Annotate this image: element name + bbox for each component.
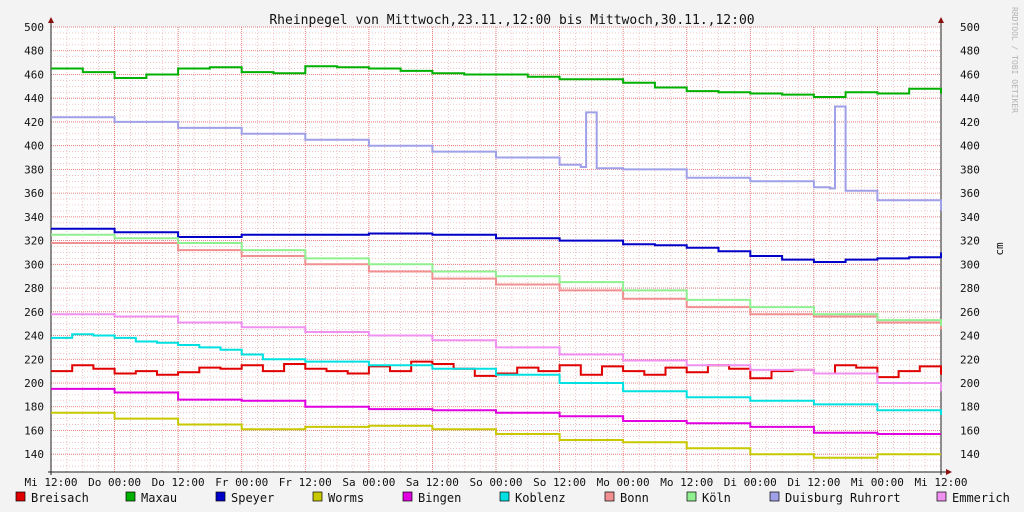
y-tick-label-left: 460 (24, 68, 44, 81)
legend-swatch-2 (215, 491, 226, 502)
y-tick-label-right: 500 (960, 21, 980, 34)
legend-label-8: Duisburg Ruhrort (785, 491, 901, 505)
y-tick-label-right: 220 (960, 353, 980, 366)
series-line-2 (51, 227, 942, 263)
y-axis-label: cm (993, 242, 1006, 256)
x-tick-label: Mi 12:00 (25, 476, 78, 489)
x-tick-label: So 12:00 (533, 476, 586, 489)
y-tick-label-left: 440 (24, 92, 44, 105)
y-tick-label-left: 500 (24, 21, 44, 34)
series-line-7 (51, 233, 942, 326)
y-tick-label-right: 440 (960, 92, 980, 105)
y-tick-label-left: 260 (24, 306, 44, 319)
y-tick-label-right: 260 (960, 306, 980, 319)
y-tick-label-left: 320 (24, 235, 44, 248)
y-tick-label-left: 240 (24, 330, 44, 343)
series-line-9 (51, 313, 942, 392)
y-tick-label-right: 180 (960, 401, 980, 414)
series-line-3 (51, 411, 941, 459)
chart-title: Rheinpegel von Mittwoch,23.11.,12:00 bis… (269, 13, 754, 28)
series-line-8 (51, 105, 942, 211)
legend-label-3: Worms (328, 491, 364, 505)
y-tick-label-left: 400 (24, 140, 44, 153)
y-tick-label-left: 380 (24, 163, 44, 176)
y-tick-label-right: 140 (960, 448, 980, 461)
series-line-1 (51, 65, 942, 98)
y-tick-label-right: 400 (960, 140, 980, 153)
x-tick-label: Mo 12:00 (660, 476, 713, 489)
y-tick-label-left: 280 (24, 282, 44, 295)
x-tick-label: Sa 12:00 (406, 476, 459, 489)
y-tick-label-left: 200 (24, 377, 44, 390)
x-tick-label: Di 00:00 (724, 476, 777, 489)
series-line-6 (51, 242, 942, 330)
y-tick-label-right: 340 (960, 211, 980, 224)
y-axis-arrow-right (938, 17, 944, 23)
x-tick-label: Mi 12:00 (915, 476, 968, 489)
legend-swatch-7 (686, 491, 697, 502)
y-tick-label-left: 220 (24, 353, 44, 366)
y-tick-label-left: 340 (24, 211, 44, 224)
legend-swatch-4 (402, 491, 413, 502)
legend-swatch-6 (604, 491, 615, 502)
x-tick-label: So 00:00 (470, 476, 523, 489)
y-tick-label-left: 160 (24, 424, 44, 437)
y-tick-label-right: 320 (960, 235, 980, 248)
legend-swatch-9 (936, 491, 947, 502)
legend-swatch-5 (499, 491, 510, 502)
legend-label-2: Speyer (231, 491, 274, 505)
x-tick-label: Do 12:00 (152, 476, 205, 489)
y-tick-label-right: 480 (960, 45, 980, 58)
x-tick-label: Di 12:00 (787, 476, 840, 489)
legend-label-6: Bonn (620, 491, 649, 505)
y-tick-label-right: 380 (960, 163, 980, 176)
legend-label-5: Koblenz (515, 491, 566, 505)
legend-swatch-1 (125, 491, 136, 502)
legend-swatch-3 (312, 491, 323, 502)
series-line-5 (51, 333, 942, 415)
legend-swatch-8 (769, 491, 780, 502)
y-tick-label-right: 460 (960, 68, 980, 81)
x-tick-label: Mo 00:00 (597, 476, 650, 489)
y-tick-label-right: 200 (960, 377, 980, 390)
x-axis-arrow (946, 469, 952, 475)
y-tick-label-right: 240 (960, 330, 980, 343)
x-tick-label: Do 00:00 (88, 476, 141, 489)
y-axis-arrow-left (48, 17, 54, 23)
x-tick-label: Mi 00:00 (851, 476, 904, 489)
y-tick-label-left: 300 (24, 258, 44, 271)
y-tick-label-right: 300 (960, 258, 980, 271)
x-tick-label: Fr 12:00 (279, 476, 332, 489)
y-tick-label-right: 160 (960, 424, 980, 437)
y-tick-label-left: 140 (24, 448, 44, 461)
legend-swatch-0 (15, 491, 26, 502)
legend-label-9: Emmerich (952, 491, 1010, 505)
legend-label-7: Köln (702, 491, 731, 505)
y-tick-label-left: 480 (24, 45, 44, 58)
x-tick-label: Fr 00:00 (215, 476, 268, 489)
rrdtool-watermark: RRDTOOL / TOBI OETIKER (1010, 7, 1019, 113)
y-tick-label-right: 420 (960, 116, 980, 129)
y-tick-label-right: 360 (960, 187, 980, 200)
legend-label-0: Breisach (31, 491, 89, 505)
series-line-4 (51, 387, 941, 435)
legend-label-1: Maxau (141, 491, 177, 505)
y-tick-label-left: 420 (24, 116, 44, 129)
y-tick-label-right: 280 (960, 282, 980, 295)
y-tick-label-left: 180 (24, 401, 44, 414)
legend-label-4: Bingen (418, 491, 461, 505)
x-tick-label: Sa 00:00 (342, 476, 395, 489)
y-tick-label-left: 360 (24, 187, 44, 200)
